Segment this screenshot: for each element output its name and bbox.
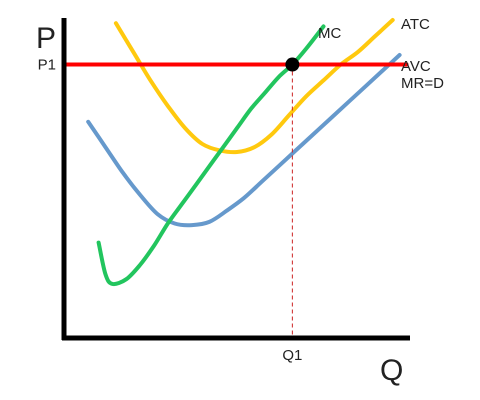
equilibrium-point [285, 57, 300, 72]
y-tick-label: P1 [38, 57, 56, 74]
series-line-avc [86, 53, 402, 228]
y-axis-title: P [36, 22, 56, 55]
x-tick-label: Q1 [282, 347, 302, 364]
series-layer [62, 18, 409, 287]
series-label-avc: AVC [401, 58, 431, 75]
series-label-mc: MC [318, 25, 341, 42]
series-label-mr-d: MR=D [401, 75, 444, 92]
series-label-atc: ATC [401, 16, 430, 33]
series-line-mc [96, 24, 326, 287]
annotation-layer [285, 57, 300, 338]
x-axis-title: Q [380, 354, 403, 387]
series-line-atc [113, 18, 395, 155]
axes [61, 18, 410, 341]
